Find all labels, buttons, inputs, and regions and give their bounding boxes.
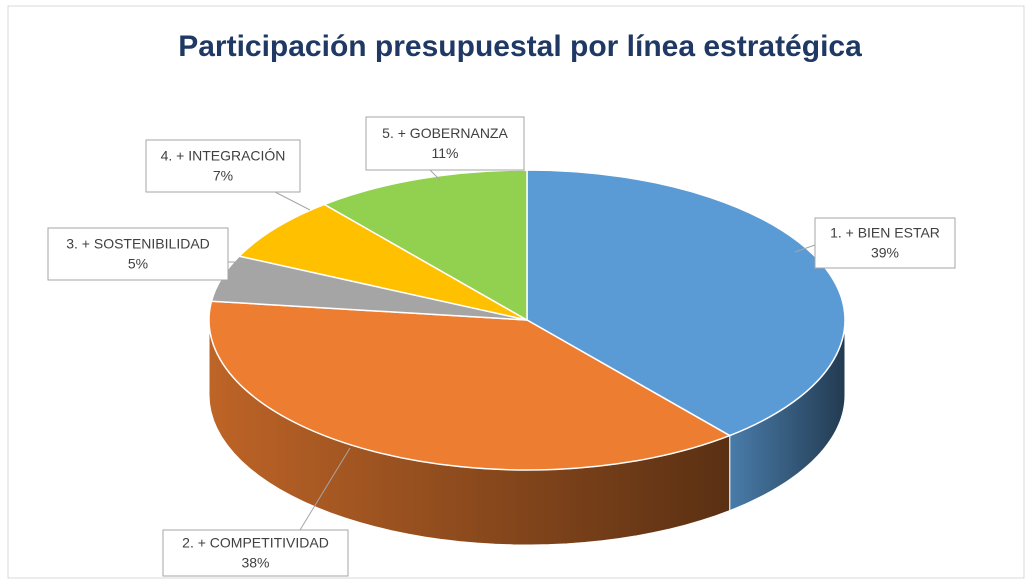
- slice: [237, 203, 528, 321]
- value-label: 38%: [241, 555, 269, 571]
- category-label: 2. + COMPETITIVIDAD: [182, 535, 329, 551]
- leader-line: [794, 244, 816, 253]
- slice: [526, 169, 846, 437]
- chart-title: Participación presupuestal por línea est…: [178, 30, 862, 63]
- value-label: 39%: [871, 245, 899, 261]
- category-label: 5. + GOBERNANZA: [382, 125, 508, 141]
- leader-line: [274, 191, 311, 211]
- category-label: 4. + INTEGRACIÓN: [161, 148, 286, 164]
- slice: [208, 300, 732, 471]
- label-box: [365, 116, 525, 171]
- label-box: [47, 227, 229, 281]
- label-box: [162, 529, 349, 577]
- value-label: 7%: [213, 168, 233, 184]
- leader-line: [429, 169, 441, 181]
- value-label: 11%: [432, 145, 459, 161]
- label-box: [814, 217, 956, 269]
- category-label: 1. + BIEN ESTAR: [830, 225, 940, 241]
- category-label: 3. + SOSTENIBILIDAD: [66, 236, 210, 252]
- leader-line: [299, 447, 351, 531]
- value-label: 5%: [128, 256, 148, 272]
- label-box: [145, 139, 301, 193]
